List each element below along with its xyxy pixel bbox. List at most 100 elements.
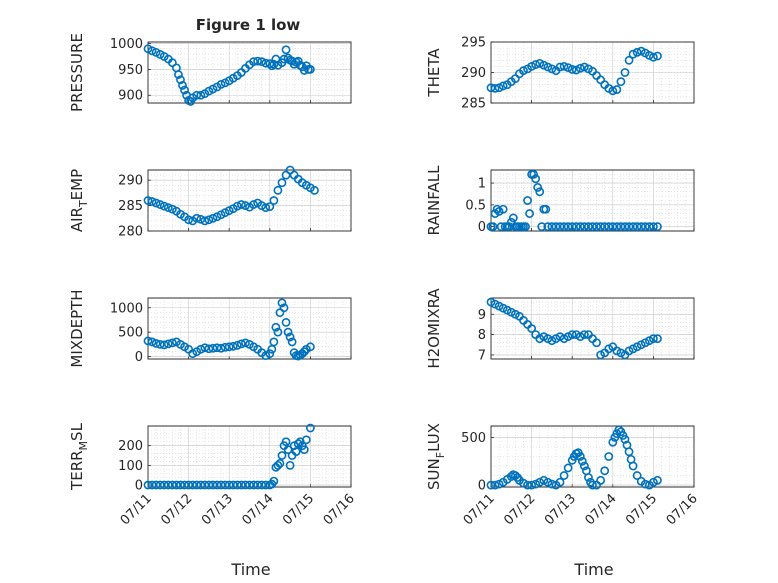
data-point	[523, 196, 532, 205]
data-point	[192, 90, 202, 100]
data-point	[180, 480, 189, 490]
data-point	[494, 83, 504, 93]
plot-area	[147, 425, 352, 488]
y-axis-label: SUNFLUX	[425, 423, 447, 490]
data-point	[184, 215, 193, 225]
data-point	[640, 479, 650, 489]
data-point	[151, 198, 161, 208]
x-tick-label: 07/14	[583, 491, 620, 528]
figure-title: Figure 1 low	[196, 16, 301, 34]
data-point	[147, 46, 157, 56]
data-point	[196, 90, 206, 100]
data-point	[649, 52, 658, 62]
data-point	[163, 203, 173, 213]
data-point	[216, 343, 226, 353]
data-point	[180, 85, 189, 95]
data-point	[273, 327, 283, 337]
data-point	[653, 51, 662, 61]
axes-box	[490, 297, 695, 360]
data-point	[265, 349, 275, 359]
y-tick-label: 900	[118, 89, 143, 104]
data-point	[305, 423, 315, 433]
data-point	[498, 204, 508, 214]
data-point	[249, 57, 258, 67]
data-point	[537, 222, 547, 232]
data-point	[143, 196, 153, 205]
subplot-theta: 285 290 295 THETA	[425, 36, 695, 112]
data-point	[504, 222, 514, 232]
subplot-rainfall: 0 0.5 1 RAINFALL	[425, 165, 695, 236]
data-point	[632, 47, 642, 57]
axes-box	[490, 425, 695, 488]
data-point	[571, 65, 581, 75]
data-point	[486, 480, 496, 490]
y-tick-label: 0	[478, 220, 486, 235]
data-point	[604, 222, 614, 232]
data-point	[523, 480, 532, 490]
data-point	[616, 77, 626, 87]
data-point	[527, 62, 536, 71]
y-axis-label: MIXDEPTH	[68, 289, 86, 367]
data-point	[220, 342, 230, 352]
data-point	[176, 480, 185, 490]
x-tick-label: 07/13	[542, 491, 579, 528]
data-point	[563, 222, 573, 232]
y-tick-label: 285	[118, 199, 143, 214]
data-point	[285, 332, 295, 342]
data-point	[624, 447, 634, 457]
data-point	[265, 202, 275, 211]
data-point	[543, 222, 553, 232]
data-point	[216, 79, 226, 89]
data-point	[588, 480, 597, 490]
subplot-sun-flux: 07/11 07/12 07/13 07/14 07/15 07/16 0 500 SUNFLU…	[425, 423, 701, 528]
data-point	[584, 222, 593, 232]
data-point	[253, 56, 263, 66]
data-point	[547, 479, 557, 489]
data-point	[236, 200, 246, 209]
data-point	[653, 222, 662, 232]
data-point	[271, 322, 281, 332]
data-point	[167, 480, 177, 490]
data-point	[508, 213, 518, 223]
data-point	[291, 447, 301, 456]
subplot-mixdepth: 0 500 1000 MIXDEPTH	[68, 289, 352, 368]
data-point	[228, 341, 238, 351]
axes-box	[147, 425, 352, 488]
data-point	[577, 456, 587, 466]
data-point	[506, 472, 516, 481]
data-point	[172, 480, 181, 490]
data-point	[281, 317, 291, 327]
x-tick-label: 07/15	[623, 491, 660, 528]
data-point	[563, 463, 573, 473]
data-point	[575, 63, 585, 73]
data-point	[632, 222, 642, 232]
data-point	[547, 222, 557, 232]
y-tick-label: 0	[135, 479, 143, 494]
y-axis-label: H2OMIXRA	[425, 288, 443, 369]
data-point	[571, 222, 581, 232]
y-tick-label: 290	[461, 66, 486, 81]
data-point	[490, 480, 500, 490]
data-point	[555, 222, 565, 232]
data-point	[269, 476, 279, 486]
data-point	[269, 59, 279, 69]
data-point	[200, 216, 210, 226]
data-point	[628, 222, 638, 232]
data-point	[224, 480, 234, 490]
data-point	[496, 222, 506, 232]
plot-area	[147, 297, 352, 360]
data-point	[275, 458, 285, 468]
y-axis-label: RAINFALL	[425, 165, 443, 236]
data-point	[531, 174, 541, 184]
y-tick-label: 0	[135, 350, 143, 365]
data-point	[196, 344, 206, 354]
data-point	[521, 222, 530, 232]
data-point	[192, 213, 202, 223]
x-tick-label: 07/12	[501, 491, 538, 528]
data-point	[604, 452, 614, 461]
subplot-terr-msl: 07/11 07/12 07/13 07/14 07/15 07/16 0 100 200 TER…	[68, 422, 358, 528]
data-point	[159, 201, 169, 211]
data-point	[533, 183, 543, 192]
data-point	[257, 57, 267, 67]
